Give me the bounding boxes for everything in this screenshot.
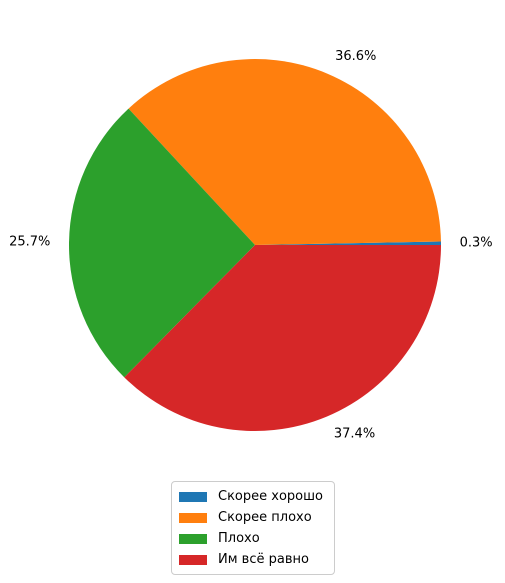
legend-item-skoree-ploho: Скорее плохо [179, 507, 326, 528]
legend-swatch [179, 512, 207, 523]
legend-label: Им всё равно [218, 552, 309, 567]
legend-item-skoree-horosho: Скорее хорошо [179, 486, 326, 507]
legend-label: Плохо [218, 531, 260, 546]
legend-swatch [179, 554, 207, 565]
pie-slice-1 [128, 58, 441, 246]
legend: Скорее хорошо Скорее плохо Плохо Им всё … [171, 481, 335, 575]
legend-label: Скорее хорошо [218, 489, 323, 504]
legend-label: Скорее плохо [218, 510, 312, 525]
pie-value-label-2: 25.7% [9, 234, 50, 249]
pie-value-label-3: 37.4% [334, 426, 375, 441]
legend-item-ploho: Плохо [179, 528, 326, 549]
pie-value-labels: 0.3% 36.6% 25.7% 37.4% [9, 49, 493, 441]
pie-value-label-0: 0.3% [460, 236, 493, 251]
pie-value-label-1: 36.6% [335, 49, 376, 64]
pie-slice-2 [68, 108, 255, 378]
pie-slice-3 [124, 245, 442, 431]
legend-item-im-vse-ravno: Им всё равно [179, 549, 326, 570]
pie-slices [68, 58, 442, 431]
legend-swatch [179, 533, 207, 544]
legend-swatch [179, 491, 207, 502]
pie-slice-0 [255, 241, 441, 245]
